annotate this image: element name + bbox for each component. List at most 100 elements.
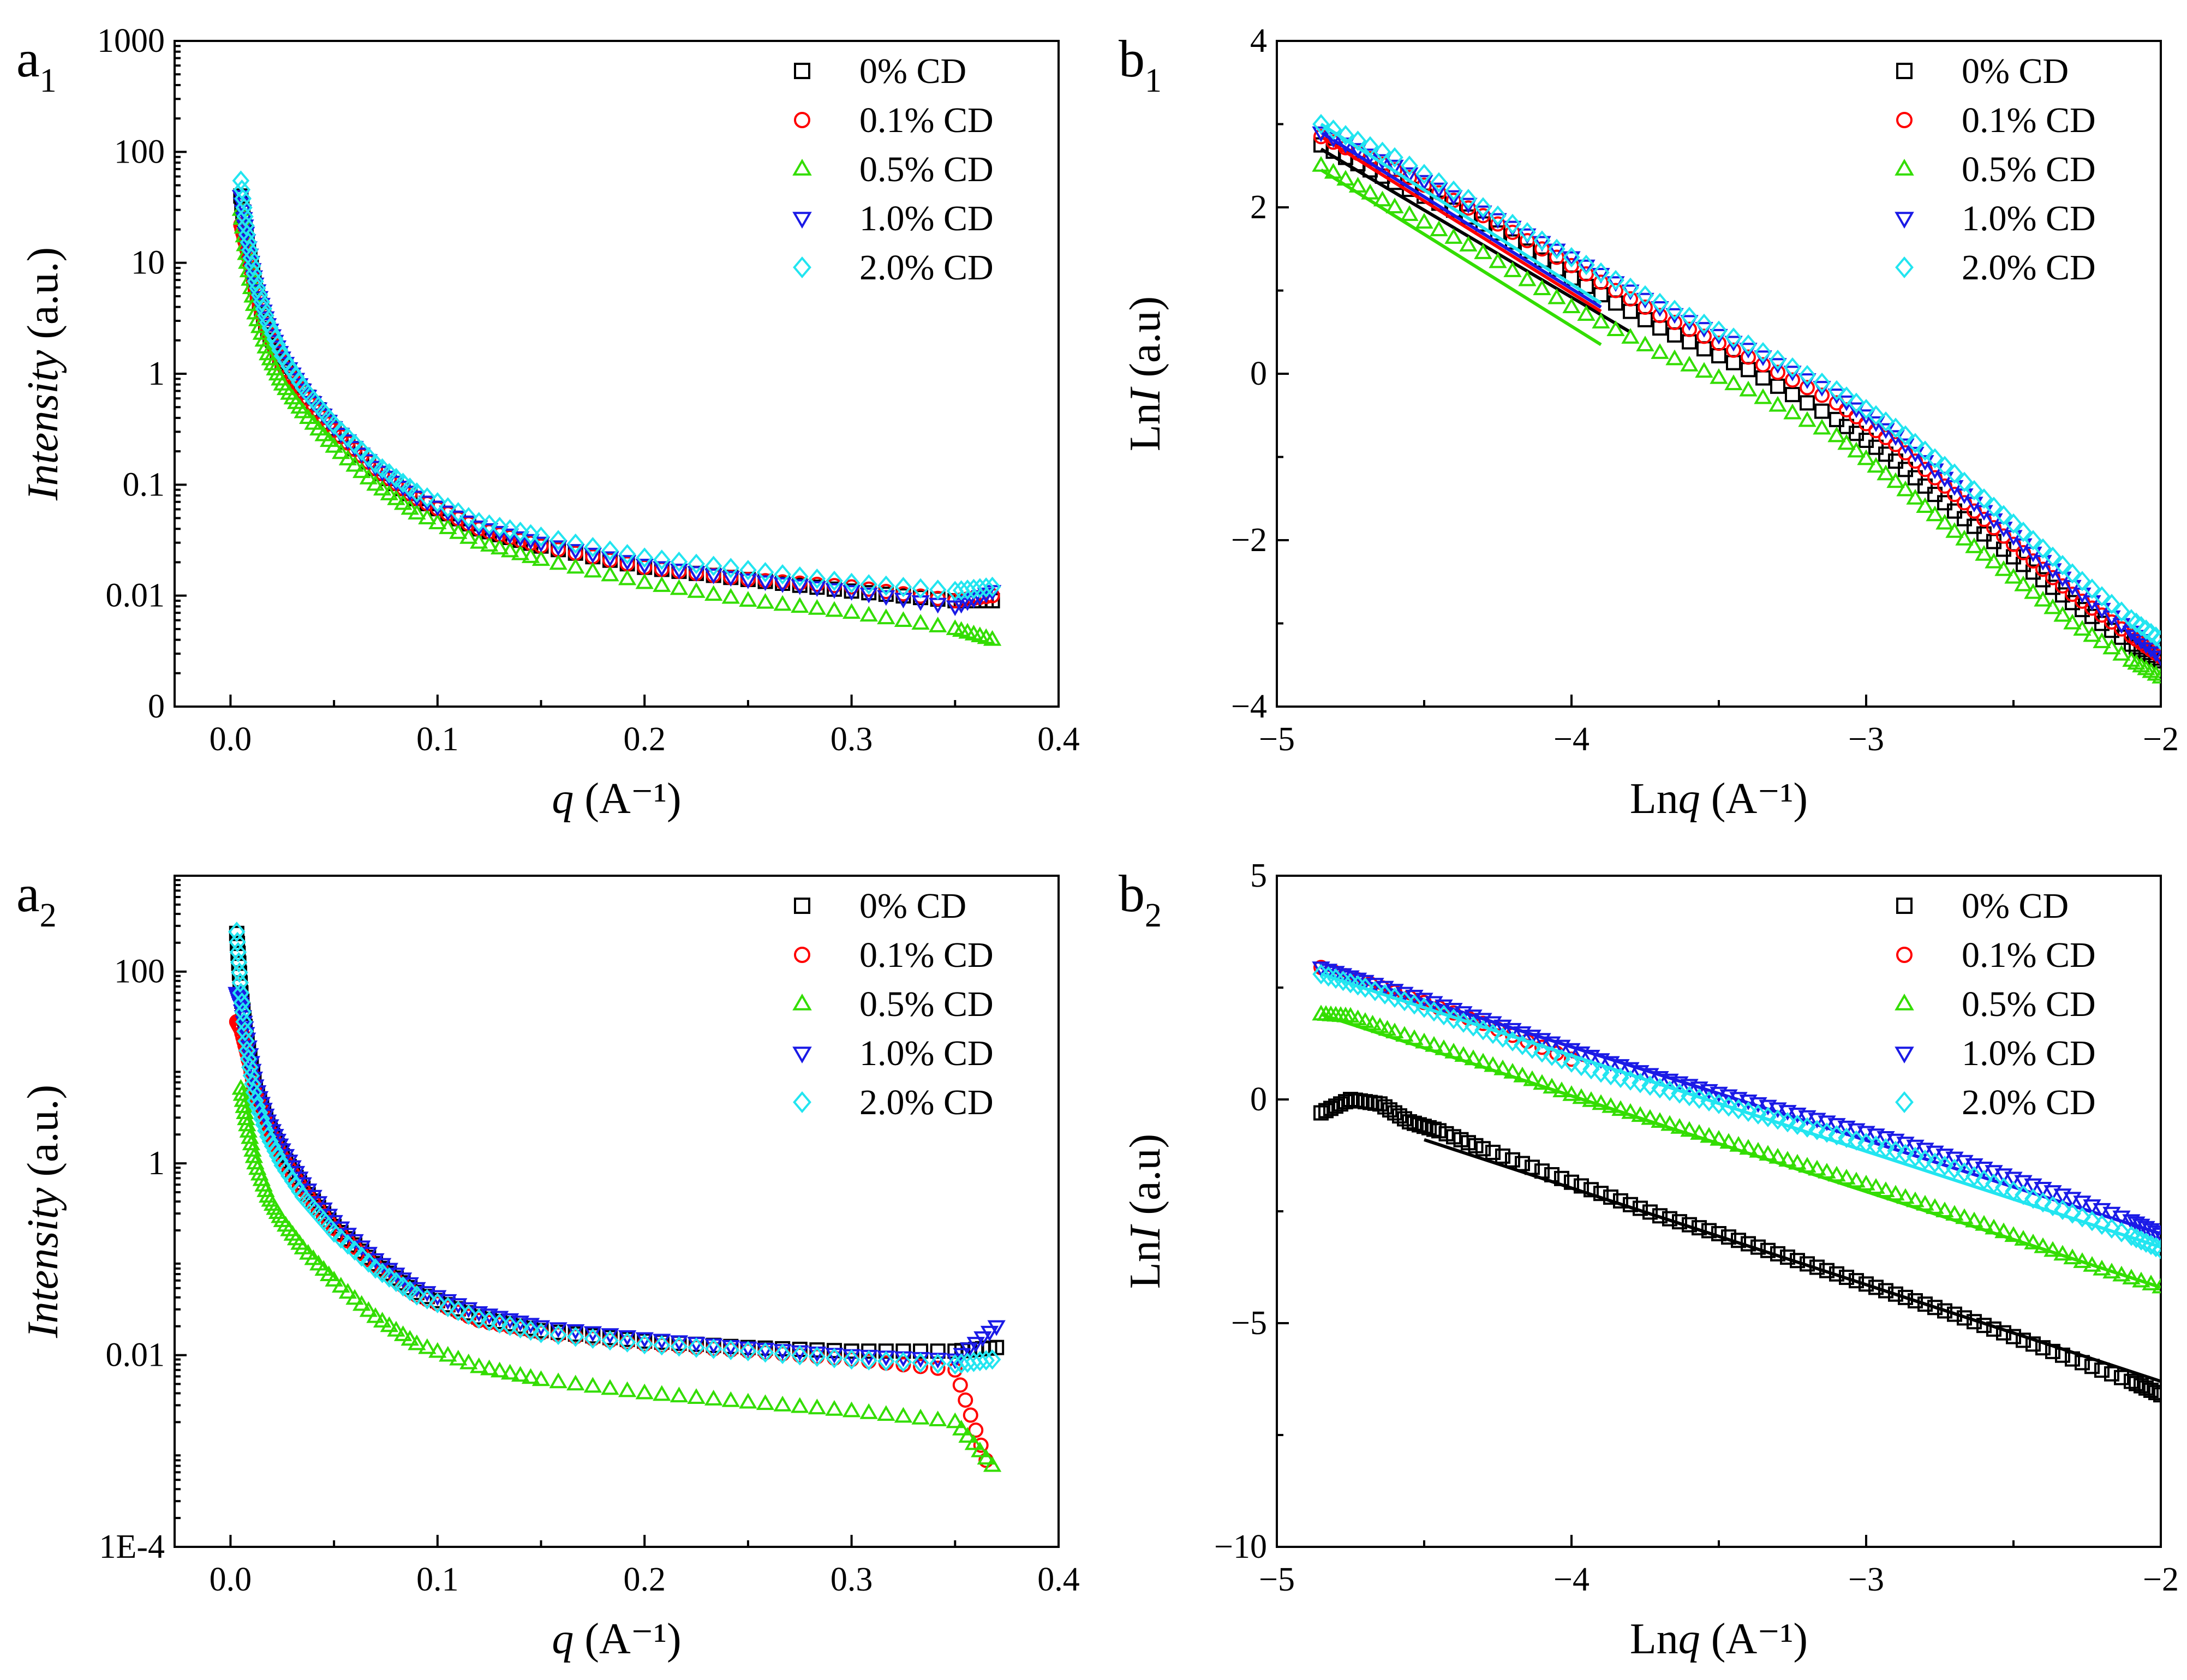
data-point xyxy=(1877,464,1895,481)
data-point xyxy=(304,414,322,430)
y-axis-label: LnI (a.u) xyxy=(1121,1134,1169,1289)
data-point xyxy=(230,952,248,973)
legend-marker xyxy=(792,994,812,1011)
data-point xyxy=(1808,1120,1826,1140)
data-point xyxy=(1373,141,1391,163)
data-point xyxy=(2093,586,2111,607)
data-point xyxy=(1608,283,1623,298)
panel-a1: 0.0 0.1 0.2 0.3 0.4 0 0.01 0.1 1 10 100 1000 q (A⁻¹)… xyxy=(16,22,1080,823)
y-axis-label: Intensity (a.u.) xyxy=(19,1085,67,1338)
data-point xyxy=(2124,1373,2139,1389)
data-point xyxy=(387,1320,405,1337)
data-point xyxy=(332,1228,350,1249)
data-point xyxy=(1800,395,1815,411)
data-point xyxy=(2035,572,2051,588)
data-point xyxy=(1965,480,1983,501)
data-point xyxy=(449,1349,468,1366)
data-point xyxy=(345,1289,364,1305)
data-point xyxy=(1800,1256,1815,1272)
y-tick-label: 5 xyxy=(1250,857,1267,894)
data-point xyxy=(233,992,251,1013)
x-tick-label: 0.0 xyxy=(210,721,252,758)
data-point xyxy=(1533,1042,1551,1063)
data-point xyxy=(1692,1220,1707,1236)
data-point xyxy=(1770,1246,1785,1262)
fit-line xyxy=(1320,122,1602,304)
data-point xyxy=(739,573,757,589)
data-point xyxy=(470,533,488,549)
data-point xyxy=(1356,1012,1375,1028)
data-point xyxy=(531,536,551,553)
data-point xyxy=(2113,601,2130,622)
x-tick-label: −2 xyxy=(2143,1561,2179,1598)
data-point xyxy=(809,579,825,595)
data-point xyxy=(1986,1321,2001,1337)
data-point xyxy=(2005,513,2022,534)
legend-label: 2.0% CD xyxy=(1962,1083,2096,1122)
data-point xyxy=(1785,387,1800,403)
data-point xyxy=(844,583,859,599)
data-point xyxy=(1623,291,1638,307)
data-point xyxy=(1667,314,1682,330)
data-point xyxy=(2137,619,2155,640)
data-point xyxy=(653,561,671,577)
data-point xyxy=(490,1361,509,1378)
data-point xyxy=(1759,1107,1777,1127)
data-point xyxy=(428,513,447,529)
data-point xyxy=(359,1301,378,1317)
data-point xyxy=(1956,1162,1973,1183)
data-point xyxy=(2014,575,2033,591)
data-point xyxy=(1898,462,1913,477)
legend-marker xyxy=(794,63,810,79)
x-tick-label: −3 xyxy=(1848,721,1884,758)
data-point xyxy=(1813,372,1831,393)
data-point xyxy=(236,206,254,227)
data-layer xyxy=(231,170,1002,646)
data-point xyxy=(1577,305,1596,321)
data-point xyxy=(2083,1211,2101,1231)
data-point xyxy=(930,1360,946,1376)
data-point xyxy=(1937,495,1952,511)
data-point xyxy=(1701,1223,1717,1239)
data-point xyxy=(401,1330,419,1346)
data-point xyxy=(842,1349,861,1370)
legend-marker xyxy=(793,1091,811,1113)
data-point xyxy=(338,1283,357,1299)
x-tick-label: 0.4 xyxy=(1037,1561,1080,1598)
data-point xyxy=(373,1312,392,1328)
data-point xyxy=(373,480,392,496)
data-point xyxy=(2152,1228,2161,1243)
data-point xyxy=(1533,230,1551,251)
x-axis-label: Lnq (A⁻¹) xyxy=(1630,775,1808,823)
data-point xyxy=(2094,607,2110,623)
data-point xyxy=(1577,259,1596,276)
data-point xyxy=(243,1141,262,1157)
data-point xyxy=(2004,567,2023,584)
x-tick-label: 0.2 xyxy=(623,1561,666,1598)
data-point xyxy=(861,585,877,601)
data-point xyxy=(971,578,989,599)
data-point xyxy=(635,1383,654,1400)
data-point xyxy=(1474,243,1492,259)
data-point xyxy=(958,1392,973,1408)
data-point xyxy=(688,553,705,575)
data-point xyxy=(1592,262,1610,283)
data-point xyxy=(774,1343,791,1365)
data-point xyxy=(1357,977,1374,998)
data-point xyxy=(894,577,912,597)
data-point xyxy=(380,1263,398,1279)
data-point xyxy=(566,1374,585,1391)
data-point xyxy=(1877,411,1895,432)
data-point xyxy=(636,1334,654,1355)
data-point xyxy=(894,1407,913,1423)
data-point xyxy=(1837,1169,1856,1185)
data-point xyxy=(1386,147,1403,168)
data-point xyxy=(1888,1286,1903,1302)
data-point xyxy=(913,1359,929,1374)
data-point xyxy=(1602,1097,1620,1113)
data-point xyxy=(1916,1150,1934,1170)
data-point xyxy=(1636,336,1654,351)
data-point xyxy=(2044,546,2061,567)
